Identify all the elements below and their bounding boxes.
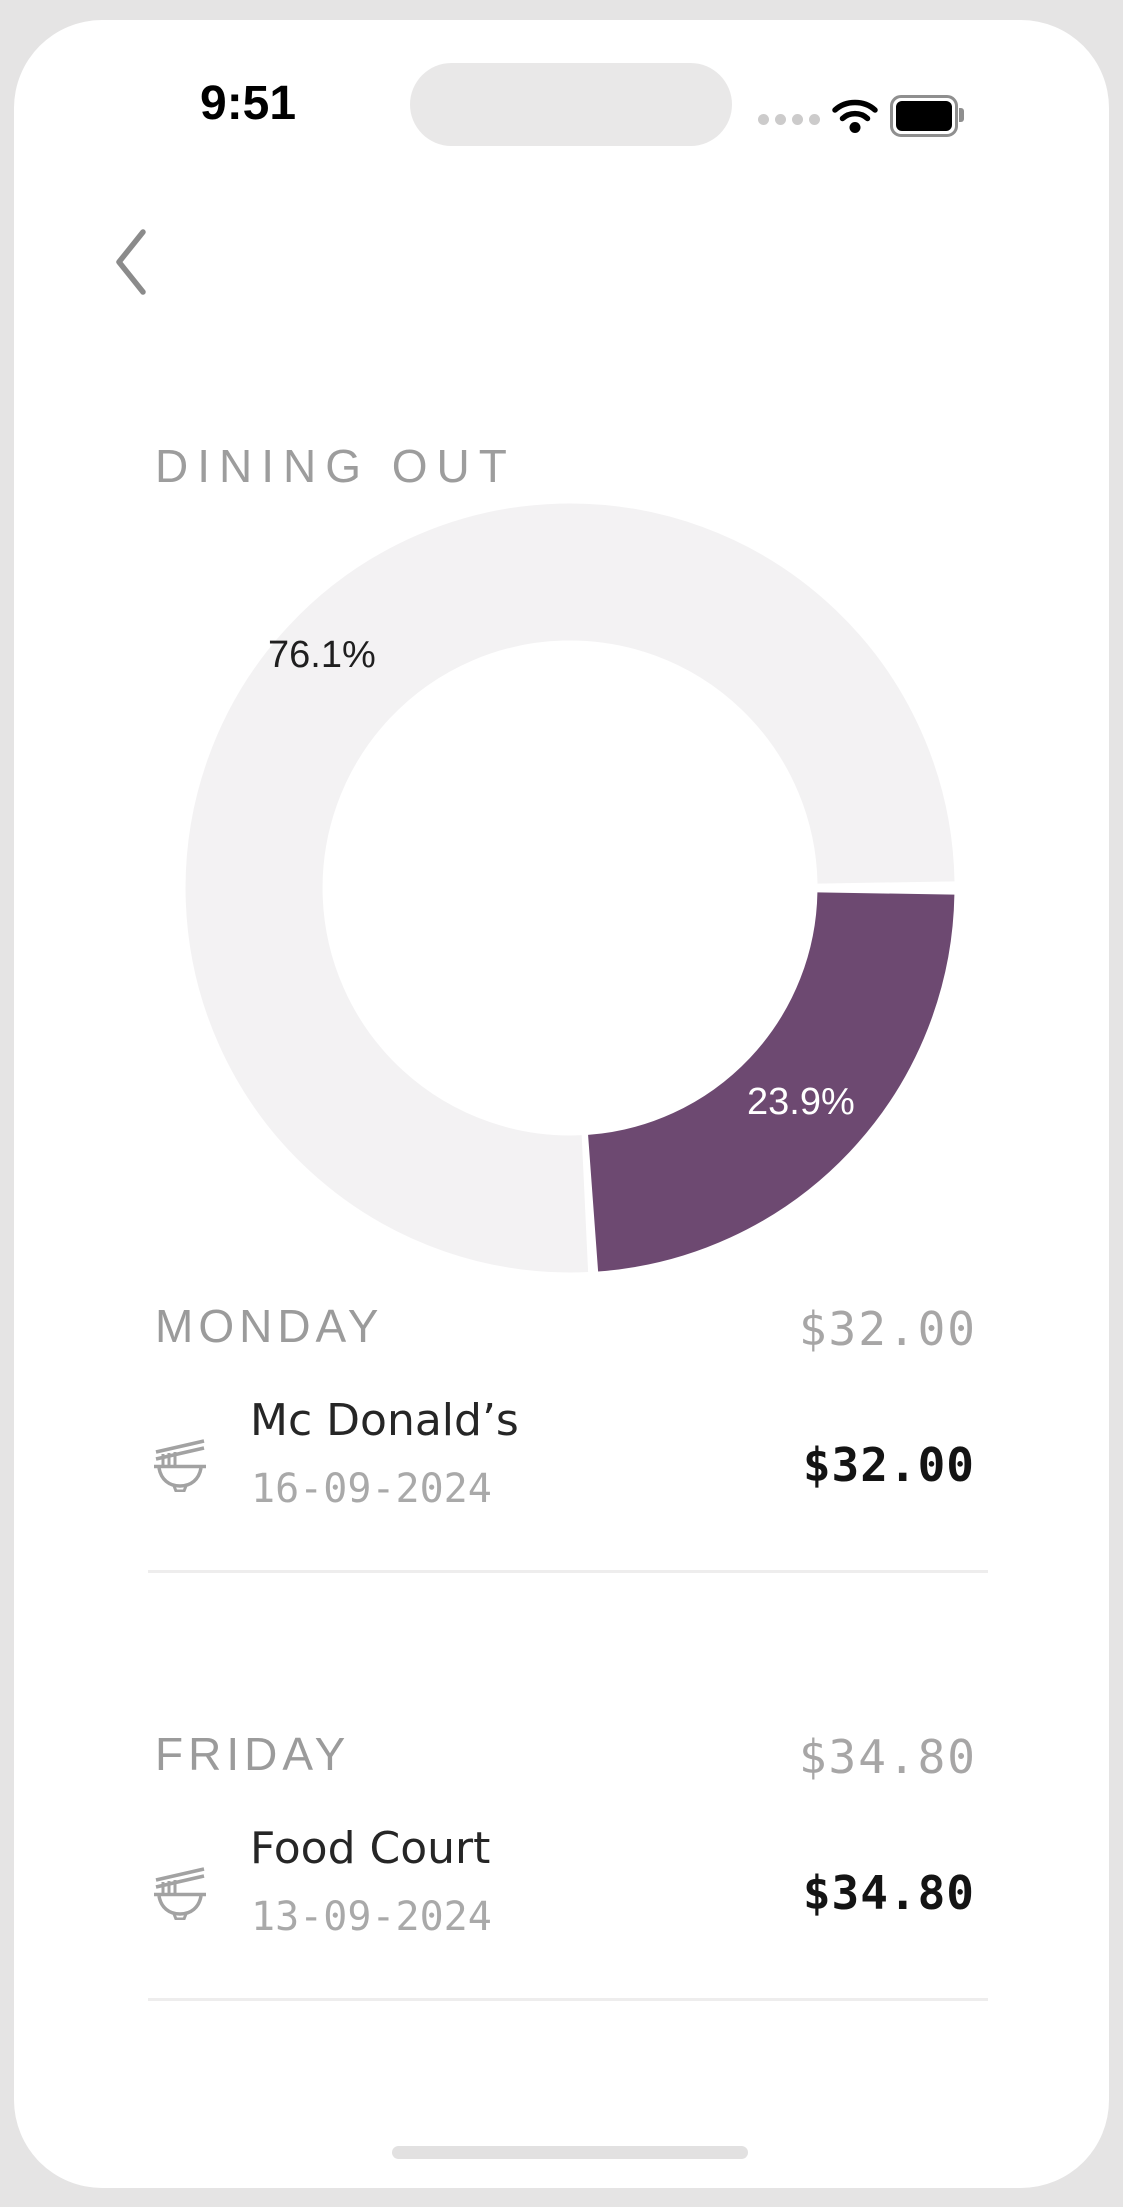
divider <box>148 1570 988 1573</box>
phone-frame <box>14 20 1109 2188</box>
dynamic-island <box>410 63 732 146</box>
transaction-date: 16-09-2024 <box>251 1466 492 1512</box>
status-time: 9:51 <box>200 77 297 130</box>
back-button[interactable] <box>112 220 164 304</box>
battery-icon <box>890 95 964 137</box>
slice-label-dining-out: 23.9% <box>747 1081 855 1123</box>
chevron-left-icon <box>116 229 146 295</box>
donut-chart <box>185 503 955 1273</box>
day-label: FRIDAY <box>155 1728 351 1780</box>
divider <box>148 1998 988 2001</box>
merchant-name: Food Court <box>250 1823 491 1874</box>
day-label: MONDAY <box>155 1300 384 1352</box>
transaction-amount: $34.80 <box>802 1866 975 1920</box>
status-icons <box>758 92 980 138</box>
day-total: $32.00 <box>798 1302 977 1356</box>
transaction-amount: $32.00 <box>802 1438 975 1492</box>
merchant-name: Mc Donald’s <box>250 1395 519 1446</box>
noodle-bowl-icon <box>154 1439 206 1492</box>
wifi-icon <box>832 99 878 133</box>
day-total: $34.80 <box>798 1730 977 1784</box>
donut-slice-dining-out <box>586 891 955 1272</box>
home-indicator[interactable] <box>392 2146 748 2159</box>
transaction-date: 13-09-2024 <box>251 1894 492 1940</box>
donut-slice-remainder <box>185 503 955 1273</box>
cellular-signal-icon <box>758 113 820 125</box>
slice-label-remainder: 76.1% <box>268 634 376 676</box>
noodle-bowl-icon <box>154 1867 206 1920</box>
page-title: DINING OUT <box>155 440 516 492</box>
